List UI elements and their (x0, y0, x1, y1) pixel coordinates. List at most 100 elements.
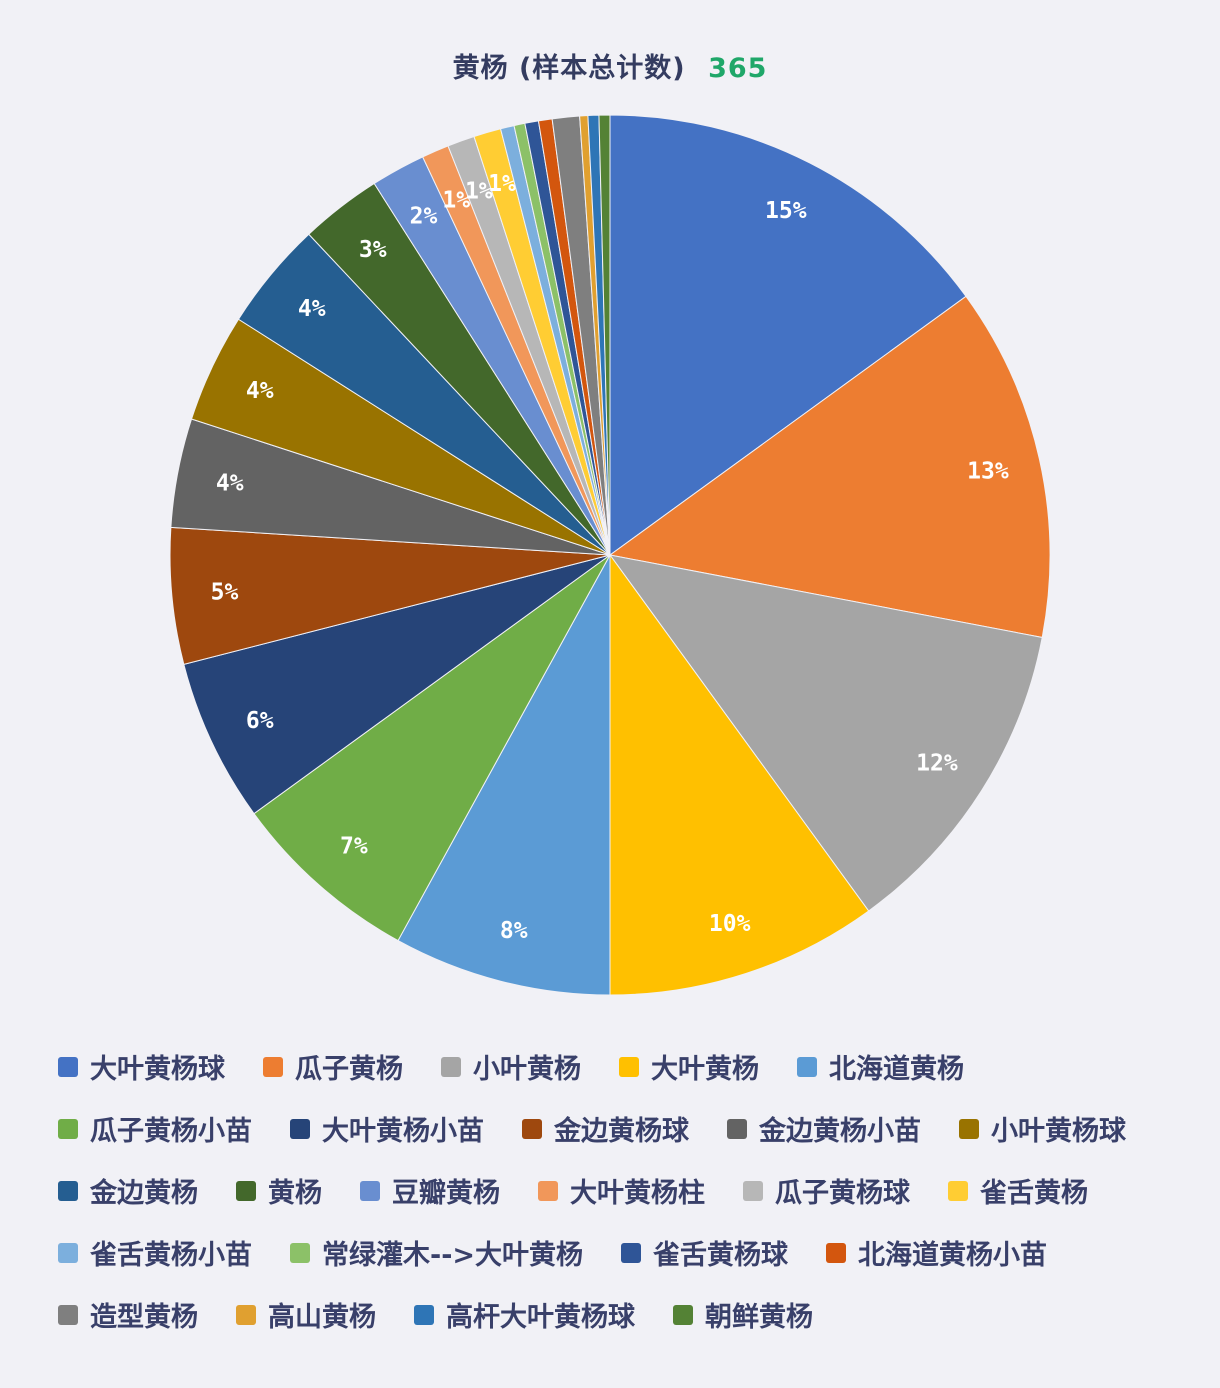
legend-label: 高杆大叶黄杨球 (446, 1302, 635, 1333)
legend-swatch (959, 1118, 979, 1139)
legend-label: 大叶黄杨 (651, 1054, 759, 1085)
legend-label: 金边黄杨 (90, 1178, 198, 1209)
legend-label: 大叶黄杨球 (90, 1054, 225, 1085)
legend-item-9[interactable]: 金边黄杨小苗 (727, 1109, 921, 1148)
legend-swatch (621, 1242, 642, 1263)
legend-swatch (826, 1242, 847, 1263)
pie-slice-percent-label: 7% (340, 833, 368, 859)
legend-swatch (58, 1242, 78, 1263)
pie-slice-percent-label: 8% (500, 918, 528, 944)
legend-swatch (743, 1180, 763, 1201)
legend-swatch (236, 1180, 256, 1201)
legend-label: 雀舌黄杨 (980, 1178, 1088, 1209)
pie-slice-percent-label: 4% (246, 378, 274, 404)
legend-item-4[interactable]: 大叶黄杨 (619, 1047, 759, 1086)
legend-label: 小叶黄杨球 (991, 1116, 1126, 1147)
legend-item-2[interactable]: 瓜子黄杨 (263, 1047, 403, 1086)
pie-slice-percent-label: 13% (967, 459, 1009, 485)
legend-item-16[interactable]: 雀舌黄杨 (948, 1171, 1088, 1210)
pie-slice-4[interactable] (609, 553, 870, 996)
legend-item-17[interactable]: 雀舌黄杨小苗 (58, 1233, 252, 1272)
pie-slice-percent-label: 10% (709, 911, 751, 937)
legend-swatch (673, 1304, 693, 1325)
legend-item-22[interactable]: 高山黄杨 (236, 1295, 376, 1334)
pie-slice-percent-label: 6% (246, 708, 274, 734)
legend-item-15[interactable]: 瓜子黄杨球 (743, 1171, 910, 1210)
legend-item-1[interactable]: 大叶黄杨球 (58, 1047, 225, 1086)
legend-label: 金边黄杨球 (554, 1116, 689, 1147)
legend-label: 造型黄杨 (90, 1302, 198, 1333)
pie-slice-percent-label: 4% (216, 470, 244, 496)
legend-label: 北海道黄杨 (829, 1054, 964, 1085)
legend-label: 朝鲜黄杨 (705, 1302, 813, 1333)
legend-row: 雀舌黄杨小苗 常绿灌木-->大叶黄杨 雀舌黄杨球 北海道黄杨小苗 (58, 1233, 1162, 1272)
legend-swatch (263, 1056, 283, 1077)
legend-item-11[interactable]: 金边黄杨 (58, 1171, 198, 1210)
legend-item-5[interactable]: 北海道黄杨 (797, 1047, 964, 1086)
legend-swatch (441, 1056, 461, 1077)
legend-item-10[interactable]: 小叶黄杨球 (959, 1109, 1126, 1148)
legend-label: 高山黄杨 (268, 1302, 376, 1333)
legend-item-18[interactable]: 常绿灌木-->大叶黄杨 (290, 1233, 583, 1272)
legend-swatch (58, 1056, 78, 1077)
legend-label: 小叶黄杨 (473, 1054, 581, 1085)
pie-slice-3[interactable] (608, 554, 1043, 912)
legend-swatch (797, 1056, 817, 1077)
legend-swatch (619, 1056, 639, 1077)
pie-slice-6[interactable] (253, 554, 611, 942)
legend-item-3[interactable]: 小叶黄杨 (441, 1047, 581, 1086)
legend-label: 黄杨 (268, 1178, 322, 1209)
legend-item-12[interactable]: 黄杨 (236, 1171, 322, 1210)
legend-swatch (414, 1304, 434, 1325)
legend-item-8[interactable]: 金边黄杨球 (522, 1109, 689, 1148)
pie-slice-1[interactable] (609, 114, 967, 556)
pie-slice-percent-label: 15% (765, 198, 807, 224)
legend-row: 造型黄杨 高山黄杨 高杆大叶黄杨球 朝鲜黄杨 (58, 1295, 1162, 1334)
legend-label: 大叶黄杨柱 (570, 1178, 705, 1209)
pie-slice-percent-label: 1% (488, 171, 516, 197)
pie-slice-7[interactable] (183, 554, 611, 815)
legend-swatch (360, 1180, 380, 1201)
legend-item-21[interactable]: 造型黄杨 (58, 1295, 198, 1334)
legend-swatch (58, 1118, 78, 1139)
legend-swatch (236, 1304, 256, 1325)
pie-slice-percent-label: 1% (442, 188, 470, 214)
legend-label: 豆瓣黄杨 (392, 1178, 500, 1209)
pie-slice-percent-label: 4% (298, 296, 326, 322)
legend-label: 瓜子黄杨 (295, 1054, 403, 1085)
legend-item-23[interactable]: 高杆大叶黄杨球 (414, 1295, 635, 1334)
pie-slice-percent-label: 3% (359, 237, 387, 263)
chart-title-text: 黄杨 (样本总计数) (452, 53, 686, 84)
legend-item-6[interactable]: 瓜子黄杨小苗 (58, 1109, 252, 1148)
chart-title: 黄杨 (样本总计数) 365 (0, 0, 1220, 85)
legend-swatch (538, 1180, 558, 1201)
legend-swatch (58, 1180, 78, 1201)
legend-item-7[interactable]: 大叶黄杨小苗 (290, 1109, 484, 1148)
pie-slice-5[interactable] (397, 554, 611, 996)
legend-row: 瓜子黄杨小苗 大叶黄杨小苗 金边黄杨球 金边黄杨小苗 小叶黄杨球 (58, 1109, 1162, 1148)
legend-item-14[interactable]: 大叶黄杨柱 (538, 1171, 705, 1210)
legend-label: 北海道黄杨小苗 (858, 1240, 1048, 1271)
legend-item-19[interactable]: 雀舌黄杨球 (621, 1233, 788, 1272)
legend-label: 瓜子黄杨小苗 (90, 1116, 252, 1147)
legend-label: 瓜子黄杨球 (775, 1178, 910, 1209)
pie-slice-24[interactable] (598, 114, 611, 556)
legend-label: 常绿灌木-->大叶黄杨 (322, 1240, 584, 1271)
pie-slice-percent-label: 12% (916, 751, 958, 777)
legend-item-20[interactable]: 北海道黄杨小苗 (826, 1233, 1047, 1272)
legend: 大叶黄杨球 瓜子黄杨 小叶黄杨 大叶黄杨 北海道黄杨 瓜子黄杨小苗 大叶黄杨小苗 金边黄杨球金… (0, 1047, 1220, 1334)
legend-swatch (727, 1118, 747, 1139)
legend-item-13[interactable]: 豆瓣黄杨 (360, 1171, 500, 1210)
legend-label: 雀舌黄杨小苗 (90, 1240, 252, 1271)
legend-item-24[interactable]: 朝鲜黄杨 (673, 1295, 813, 1334)
legend-swatch (290, 1118, 310, 1139)
legend-row: 大叶黄杨球 瓜子黄杨 小叶黄杨 大叶黄杨 北海道黄杨 (58, 1047, 1162, 1086)
legend-swatch (948, 1180, 968, 1201)
pie-slice-2[interactable] (608, 295, 1051, 639)
legend-label: 大叶黄杨小苗 (322, 1116, 484, 1147)
sample-total-count: 365 (708, 53, 768, 84)
pie-slice-percent-label: 2% (410, 204, 438, 230)
legend-swatch (290, 1242, 310, 1263)
pie-slice-percent-label: 1% (465, 179, 493, 205)
